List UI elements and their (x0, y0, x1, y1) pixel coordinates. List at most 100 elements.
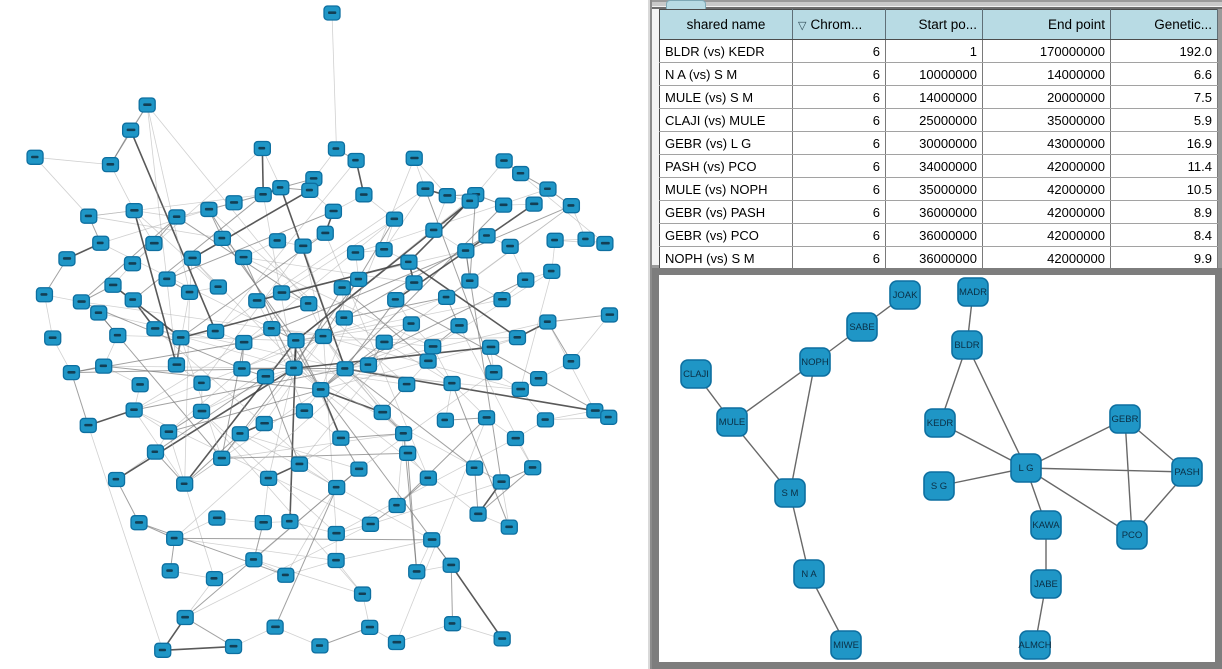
network-node[interactable] (443, 375, 461, 392)
network-node[interactable] (131, 377, 149, 393)
network-node[interactable] (461, 193, 479, 209)
network-node[interactable] (327, 141, 346, 157)
subnetwork-node-bldr[interactable]: BLDR (951, 330, 983, 360)
table-cell[interactable]: 6 (792, 108, 886, 132)
network-node[interactable] (332, 430, 350, 446)
network-node[interactable] (524, 460, 542, 476)
network-node[interactable] (373, 404, 391, 421)
table-cell[interactable]: 6 (792, 154, 886, 178)
network-node[interactable] (562, 198, 581, 214)
table-row[interactable]: GEBR (vs) L G 6 30000000 43000000 16.9 (659, 131, 1218, 155)
table-cell[interactable]: 6 (792, 85, 886, 109)
subnetwork-node-jabe[interactable]: JABE (1030, 569, 1062, 599)
table-cell[interactable]: 8.9 (1110, 200, 1218, 224)
network-node[interactable] (398, 376, 416, 393)
network-node[interactable] (511, 381, 529, 398)
table-row[interactable]: GEBR (vs) PCO 6 36000000 42000000 8.4 (659, 223, 1218, 247)
network-node[interactable] (125, 202, 143, 219)
table-cell[interactable]: 1 (885, 39, 983, 63)
network-node[interactable] (235, 334, 253, 351)
table-cell[interactable]: 30000000 (885, 131, 983, 155)
network-node[interactable] (254, 186, 272, 203)
network-node[interactable] (355, 187, 373, 203)
network-node[interactable] (130, 515, 148, 531)
network-node[interactable] (328, 479, 346, 496)
table-cell[interactable]: 14000000 (885, 85, 983, 109)
column-header-shared-name[interactable]: shared name (659, 9, 793, 40)
table-cell[interactable]: GEBR (vs) PASH (659, 200, 793, 224)
network-node[interactable] (500, 519, 518, 535)
table-cell[interactable]: 42000000 (982, 154, 1111, 178)
network-node[interactable] (125, 402, 143, 418)
subnetwork-node-l-g[interactable]: L G (1010, 453, 1042, 483)
dense-network-canvas[interactable] (0, 0, 650, 669)
network-node[interactable] (405, 150, 423, 166)
table-cell[interactable]: 6 (792, 62, 886, 86)
network-node[interactable] (225, 195, 243, 211)
network-node[interactable] (26, 149, 44, 165)
table-cell[interactable]: 42000000 (982, 246, 1111, 270)
network-node[interactable] (255, 415, 273, 432)
table-cell[interactable]: 42000000 (982, 200, 1111, 224)
column-header-end-point[interactable]: End point (982, 9, 1111, 40)
network-node[interactable] (577, 231, 595, 247)
network-node[interactable] (438, 188, 456, 204)
network-node[interactable] (442, 557, 460, 573)
network-node[interactable] (424, 339, 442, 355)
network-node[interactable] (529, 371, 548, 387)
network-node[interactable] (161, 563, 179, 579)
subnetwork-node-kedr[interactable]: KEDR (924, 408, 956, 438)
network-node[interactable] (501, 238, 519, 255)
network-node[interactable] (158, 271, 176, 287)
subnetwork-node-madr[interactable]: MADR (957, 277, 989, 307)
table-row[interactable]: CLAJI (vs) MULE 6 25000000 35000000 5.9 (659, 108, 1218, 132)
subnetwork-node-sabe[interactable]: SABE (846, 312, 878, 342)
network-node[interactable] (305, 171, 323, 187)
network-node[interactable] (361, 516, 380, 532)
table-cell[interactable]: 6 (792, 200, 886, 224)
subnetwork-edge[interactable] (966, 344, 1027, 469)
table-cell[interactable]: 192.0 (1110, 39, 1218, 63)
subnetwork-node-mule[interactable]: MULE (716, 407, 748, 437)
network-node[interactable] (277, 567, 295, 583)
table-cell[interactable]: 10.5 (1110, 177, 1218, 201)
network-node[interactable] (536, 412, 555, 428)
table-cell[interactable]: 6.6 (1110, 62, 1218, 86)
network-node[interactable] (159, 424, 178, 440)
table-cell[interactable]: 6 (792, 39, 886, 63)
network-node[interactable] (254, 514, 272, 531)
network-node[interactable] (95, 358, 113, 374)
network-node[interactable] (79, 417, 97, 434)
table-cell[interactable]: 43000000 (982, 131, 1111, 155)
network-node[interactable] (44, 330, 62, 346)
network-node[interactable] (314, 328, 333, 345)
table-cell[interactable]: CLAJI (vs) MULE (659, 108, 793, 132)
subnetwork-edge[interactable] (1025, 467, 1133, 536)
table-cell[interactable]: 20000000 (982, 85, 1111, 109)
network-node[interactable] (423, 532, 441, 548)
subnetwork-node-claji[interactable]: CLAJI (680, 359, 712, 389)
network-node[interactable] (419, 470, 438, 486)
network-node[interactable] (359, 357, 378, 373)
subnetwork-node-kawa[interactable]: KAWA (1030, 510, 1062, 540)
network-node[interactable] (493, 631, 511, 647)
table-cell[interactable]: 25000000 (885, 108, 983, 132)
table-cell[interactable]: PASH (vs) PCO (659, 154, 793, 178)
subnetwork-node-miwe[interactable]: MIWE (830, 630, 862, 660)
table-cell[interactable]: N A (vs) S M (659, 62, 793, 86)
subnetwork-node-n-a[interactable]: N A (793, 559, 825, 589)
network-node[interactable] (209, 279, 228, 295)
network-node[interactable] (457, 243, 475, 259)
network-node[interactable] (477, 410, 496, 426)
subnetwork-edge[interactable] (1124, 418, 1133, 536)
table-row[interactable]: PASH (vs) PCO 6 34000000 42000000 11.4 (659, 154, 1218, 178)
network-node[interactable] (259, 470, 278, 486)
network-node[interactable] (402, 316, 421, 332)
network-node[interactable] (316, 225, 334, 241)
network-node[interactable] (478, 228, 496, 244)
network-node[interactable] (62, 364, 81, 381)
table-cell[interactable]: NOPH (vs) S M (659, 246, 793, 270)
network-node[interactable] (176, 609, 194, 626)
network-node[interactable] (387, 292, 405, 308)
network-node[interactable] (494, 197, 513, 213)
